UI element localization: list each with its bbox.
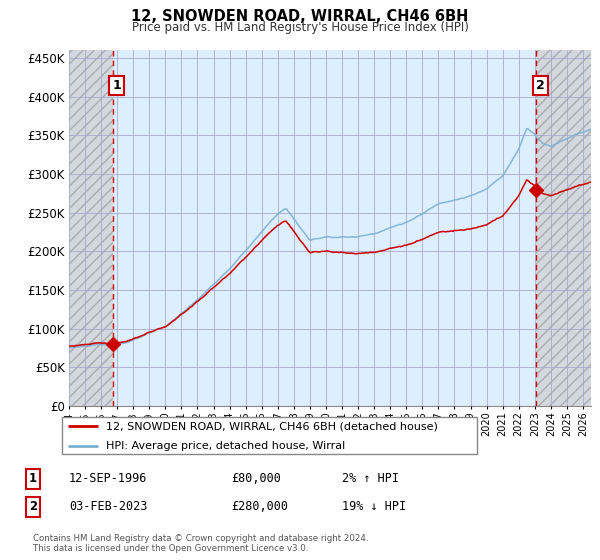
Text: 2% ↑ HPI: 2% ↑ HPI <box>342 472 399 486</box>
Text: £80,000: £80,000 <box>231 472 281 486</box>
Text: £280,000: £280,000 <box>231 500 288 514</box>
Text: 12-SEP-1996: 12-SEP-1996 <box>69 472 148 486</box>
FancyBboxPatch shape <box>62 417 477 454</box>
Text: 1: 1 <box>29 472 37 486</box>
Text: 12, SNOWDEN ROAD, WIRRAL, CH46 6BH: 12, SNOWDEN ROAD, WIRRAL, CH46 6BH <box>131 9 469 24</box>
Text: 12, SNOWDEN ROAD, WIRRAL, CH46 6BH (detached house): 12, SNOWDEN ROAD, WIRRAL, CH46 6BH (deta… <box>106 421 438 431</box>
Text: Price paid vs. HM Land Registry's House Price Index (HPI): Price paid vs. HM Land Registry's House … <box>131 21 469 34</box>
Text: Contains HM Land Registry data © Crown copyright and database right 2024.
This d: Contains HM Land Registry data © Crown c… <box>33 534 368 553</box>
Text: 2: 2 <box>536 79 545 92</box>
Text: 1: 1 <box>112 79 121 92</box>
Bar <box>69 50 113 406</box>
Text: HPI: Average price, detached house, Wirral: HPI: Average price, detached house, Wirr… <box>106 441 346 451</box>
Bar <box>536 50 591 406</box>
Text: 19% ↓ HPI: 19% ↓ HPI <box>342 500 406 514</box>
Text: 2: 2 <box>29 500 37 514</box>
Text: 03-FEB-2023: 03-FEB-2023 <box>69 500 148 514</box>
